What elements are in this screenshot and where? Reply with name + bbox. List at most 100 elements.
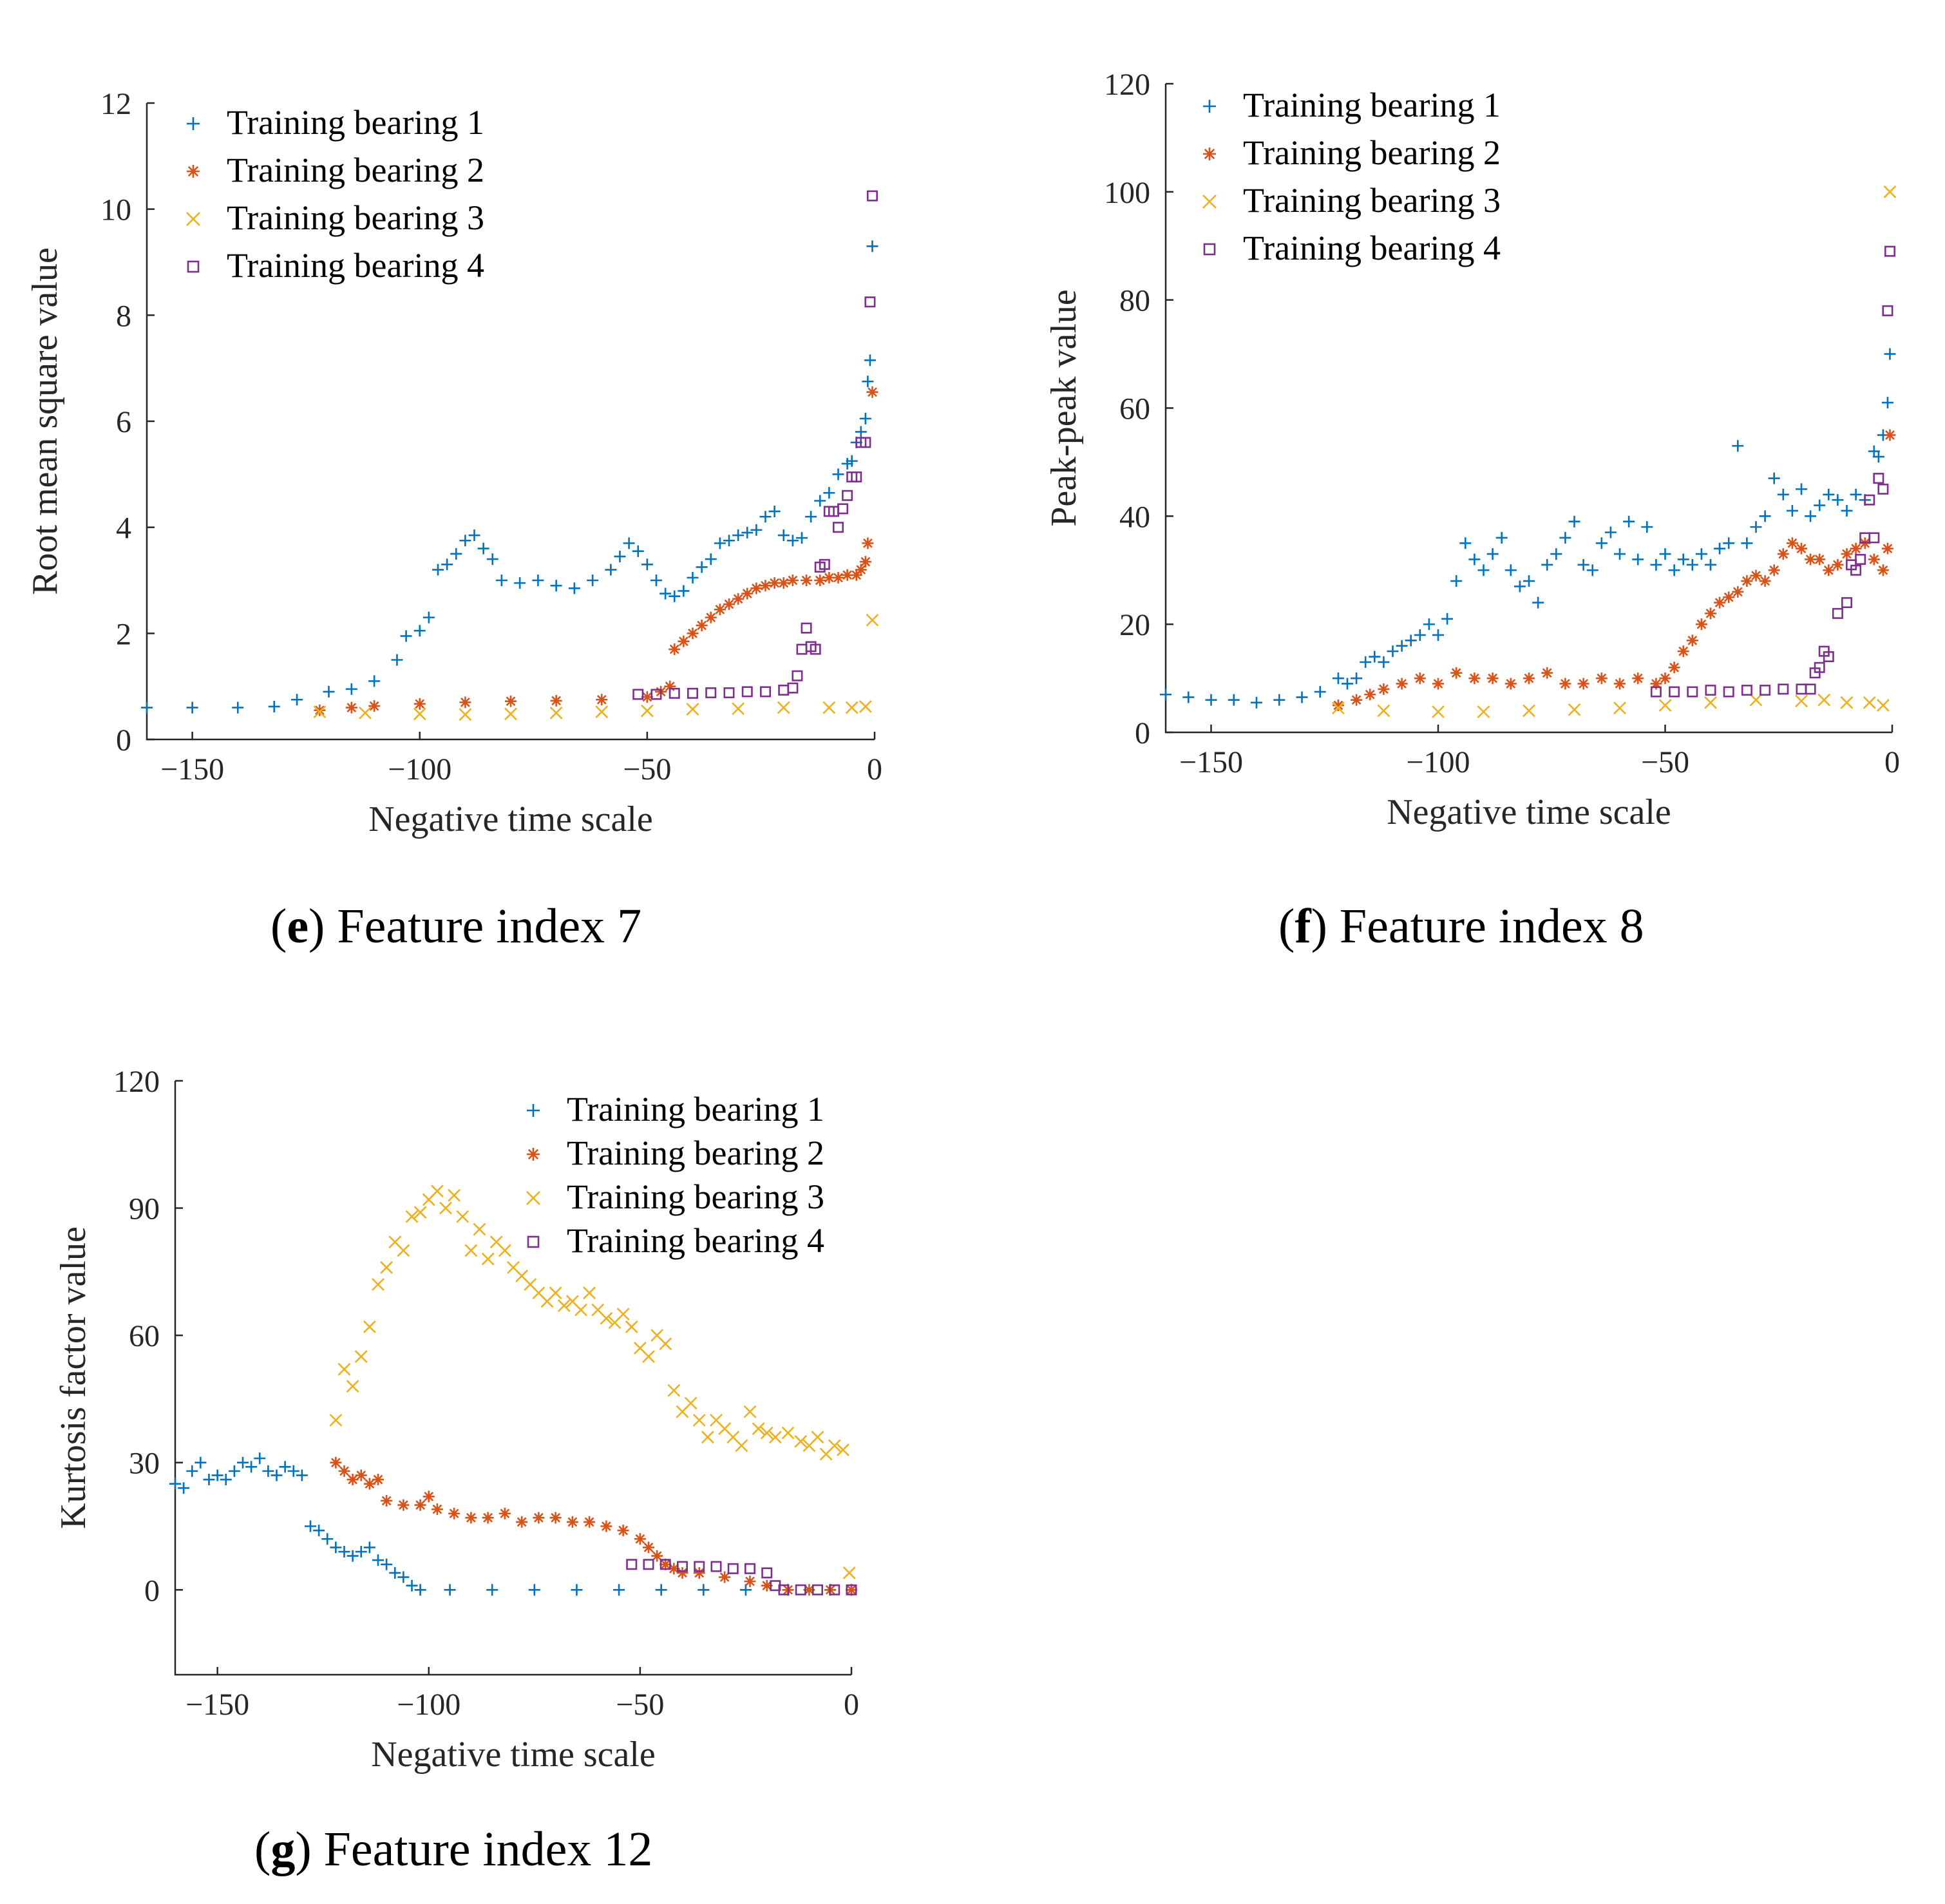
legend-label: Training bearing 4 (567, 1221, 824, 1260)
data-point (439, 1201, 452, 1215)
legend-marker (187, 260, 200, 273)
legend-marker (1202, 195, 1217, 209)
data-point (459, 535, 471, 547)
data-point (687, 627, 699, 640)
data-point (1523, 575, 1535, 587)
data-point (533, 1512, 545, 1524)
data-point (842, 1566, 856, 1579)
data-point (1595, 537, 1608, 549)
data-point (372, 1474, 384, 1486)
data-point (498, 1244, 511, 1257)
data-point (1796, 542, 1807, 555)
data-point (1768, 472, 1780, 484)
y-tick-label: 0 (144, 1574, 160, 1608)
x-axis-title: Negative time scale (1387, 792, 1671, 832)
data-point (1604, 526, 1617, 538)
data-point (459, 696, 471, 709)
legend-marker (526, 1191, 540, 1205)
data-point (1468, 672, 1481, 685)
data-point (323, 685, 335, 698)
data-point (855, 564, 867, 576)
data-point (832, 468, 844, 481)
data-point (1523, 672, 1535, 685)
data-point (760, 686, 772, 698)
y-tick-label: 20 (1119, 608, 1150, 642)
data-point (866, 613, 879, 627)
series-4 (632, 190, 878, 700)
data-point (851, 471, 862, 482)
data-point (823, 487, 835, 499)
data-point (810, 643, 821, 655)
data-point (441, 558, 453, 571)
data-point (1796, 683, 1807, 695)
data-point (1364, 689, 1376, 701)
data-point (640, 704, 654, 718)
data-point (1705, 685, 1716, 696)
data-point (1296, 691, 1308, 703)
data-point (866, 240, 878, 252)
data-point (1432, 705, 1445, 719)
x-axis-title: Negative time scale (368, 799, 653, 839)
y-tick-label: 120 (1104, 68, 1150, 102)
data-point (1377, 704, 1390, 718)
data-point (220, 1474, 232, 1486)
data-point (668, 1563, 680, 1575)
data-point (866, 190, 878, 202)
caption-text: ) Feature index 8 (1311, 899, 1644, 953)
data-point (391, 654, 403, 666)
data-point (355, 1546, 367, 1558)
caption-open: ( (1278, 899, 1295, 953)
data-point (516, 1516, 528, 1528)
data-point (397, 1499, 410, 1511)
data-point (414, 1499, 426, 1511)
data-point (1205, 694, 1217, 706)
chart-panel-f: −150 −100 −50 0 0 20 40 60 80 100 120 Negative time… (1044, 68, 1900, 832)
data-point (232, 701, 244, 714)
data-point (505, 695, 517, 707)
x-tick-label: −150 (160, 752, 224, 786)
data-point (759, 580, 772, 592)
data-point (692, 1413, 706, 1427)
caption-open: ( (270, 899, 287, 953)
series-2 (1332, 429, 1896, 712)
y-tick-label: 40 (1119, 500, 1150, 534)
data-point (705, 553, 717, 566)
data-point (832, 571, 844, 584)
data-point (864, 354, 876, 367)
data-point (846, 1584, 857, 1596)
data-point (141, 701, 153, 714)
data-point (268, 700, 280, 712)
data-point (1686, 634, 1698, 647)
data-point (448, 1507, 460, 1519)
data-point (595, 705, 609, 719)
data-point (678, 585, 690, 597)
y-tick-label: 60 (129, 1319, 160, 1353)
legend-label: Training bearing 2 (227, 151, 484, 189)
data-point (1659, 672, 1671, 685)
legend-label: Training bearing 3 (1243, 181, 1501, 220)
data-point (719, 1571, 731, 1583)
data-point (814, 575, 826, 586)
data-point (787, 682, 799, 694)
data-point (1796, 483, 1807, 495)
data-point (745, 1563, 756, 1574)
data-point (468, 529, 480, 542)
data-point (794, 1434, 808, 1448)
data-point (796, 643, 808, 655)
data-point (296, 1469, 308, 1481)
data-point (669, 643, 681, 656)
data-point (1677, 645, 1689, 658)
data-point (655, 1584, 667, 1596)
data-point (632, 545, 644, 557)
y-axis-title: Root mean square value (25, 247, 65, 595)
data-point (1332, 700, 1344, 712)
data-point (186, 701, 198, 714)
data-point (1841, 597, 1853, 609)
data-point (801, 622, 812, 634)
data-point (697, 1584, 710, 1596)
data-point (456, 1210, 470, 1223)
y-tick-label: 100 (1104, 176, 1150, 210)
data-point (686, 703, 699, 716)
data-point (743, 1405, 757, 1418)
data-point (1760, 685, 1771, 696)
